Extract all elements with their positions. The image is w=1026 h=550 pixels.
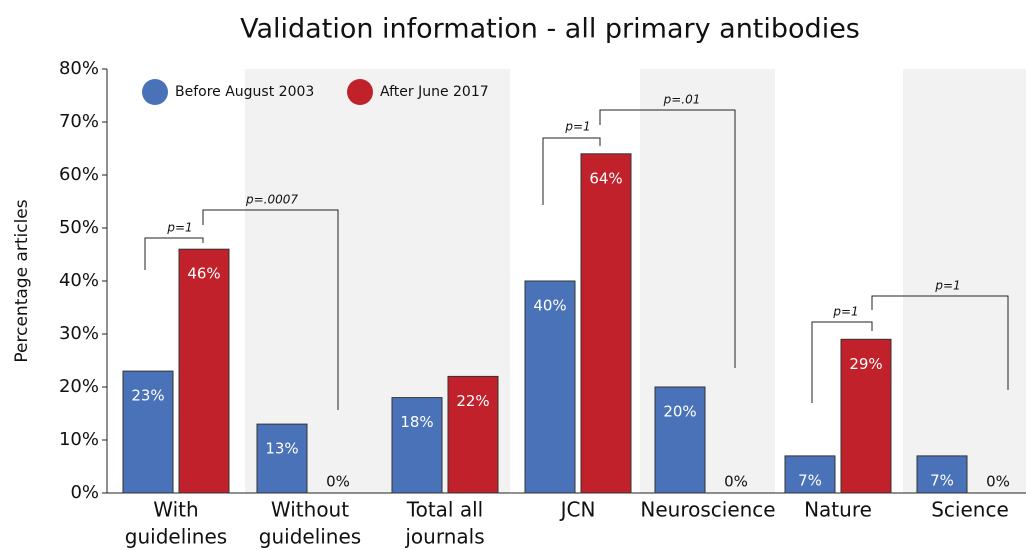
- value-label: 46%: [187, 265, 220, 283]
- bar: [122, 370, 174, 494]
- annotation: p=1: [832, 305, 858, 319]
- x-tick-label: Neuroscience: [640, 498, 775, 522]
- bar: [256, 423, 308, 494]
- y-tick-label: 30%: [59, 323, 99, 344]
- bar: [447, 375, 499, 494]
- annotation: p=.0007: [245, 193, 298, 207]
- y-tick-label: 50%: [59, 217, 99, 238]
- x-tick-label: JCN: [559, 498, 596, 522]
- value-label: 29%: [849, 355, 882, 373]
- annotation: p=1: [166, 221, 192, 235]
- bracket: [202, 209, 339, 410]
- value-label: 7%: [798, 471, 822, 489]
- bracket: [542, 137, 601, 205]
- y-tick-label: 20%: [59, 376, 99, 397]
- x-tick-label: guidelines: [259, 525, 361, 549]
- bar: [524, 280, 576, 494]
- legend-label: Before August 2003: [175, 84, 314, 100]
- bar: [391, 397, 443, 494]
- bracket: [811, 321, 873, 403]
- bracket: [871, 295, 1009, 390]
- legend-swatch: [142, 79, 168, 105]
- value-label: 40%: [533, 297, 566, 315]
- bracket: [144, 237, 204, 270]
- x-tick-label: journals: [404, 525, 484, 549]
- y-tick-label: 10%: [59, 429, 99, 450]
- y-tick-label: 70%: [59, 111, 99, 132]
- value-label: 18%: [400, 413, 433, 431]
- bar: [916, 455, 968, 494]
- x-tick-label: Total all: [406, 498, 483, 522]
- x-tick-label: Nature: [804, 498, 872, 522]
- bar: [654, 386, 706, 494]
- value-label: 0%: [326, 473, 350, 491]
- annotation: p=1: [564, 120, 590, 134]
- y-tick-label: 0%: [70, 482, 99, 503]
- y-axis-label: Percentage articles: [12, 199, 32, 362]
- value-label: 64%: [589, 169, 622, 187]
- x-tick-label: guidelines: [125, 525, 227, 549]
- value-label: 0%: [724, 473, 748, 491]
- legend-swatch: [347, 79, 373, 105]
- bar: [580, 153, 632, 494]
- value-label: 13%: [265, 440, 298, 458]
- y-tick-label: 80%: [59, 58, 99, 79]
- chart-title: Validation information - all primary ant…: [240, 14, 860, 45]
- y-tick-label: 40%: [59, 270, 99, 291]
- value-label: 23%: [131, 387, 164, 405]
- x-tick-label: With: [153, 498, 198, 522]
- bar: [840, 338, 892, 494]
- y-tick-label: 60%: [59, 164, 99, 185]
- bar: [178, 248, 230, 494]
- legend-label: After June 2017: [380, 84, 489, 100]
- value-label: 0%: [986, 473, 1010, 491]
- shade: [903, 69, 1026, 493]
- value-label: 20%: [663, 403, 696, 421]
- bar: [784, 455, 836, 494]
- annotation: p=.01: [663, 93, 701, 107]
- x-tick-label: Without: [271, 498, 349, 522]
- annotation: p=1: [934, 279, 960, 293]
- bracket: [599, 109, 736, 368]
- value-label: 22%: [456, 392, 489, 410]
- x-tick-label: Science: [931, 498, 1009, 522]
- value-label: 7%: [930, 471, 954, 489]
